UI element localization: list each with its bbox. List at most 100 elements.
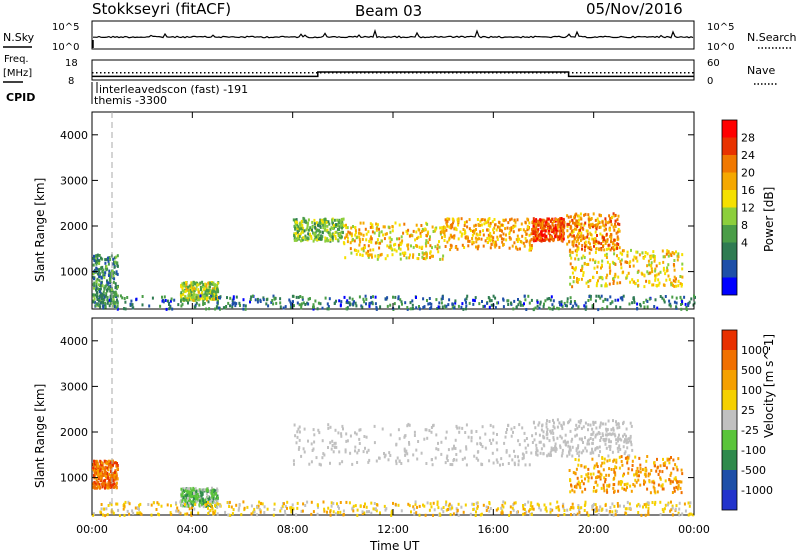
echo-cell <box>267 304 270 308</box>
echo-cell <box>591 304 594 308</box>
echo-cell <box>96 462 99 466</box>
echo-cell <box>559 232 562 236</box>
echo-cell <box>517 439 520 443</box>
echo-cell <box>100 475 103 479</box>
echo-cell <box>603 439 606 443</box>
echo-cell <box>407 459 410 463</box>
echo-cell <box>238 503 241 507</box>
echo-cell <box>534 230 537 234</box>
echo-cell <box>606 490 609 494</box>
echo-cell <box>114 300 117 304</box>
echo-cell <box>425 239 428 243</box>
echo-cell <box>595 426 598 430</box>
echo-cell <box>95 291 98 295</box>
echo-cell <box>448 502 451 506</box>
echo-cell <box>620 262 623 266</box>
echo-cell <box>476 237 479 241</box>
echo-cell <box>454 299 457 303</box>
echo-cell <box>653 502 656 506</box>
echo-cell <box>569 275 572 279</box>
echo-cell <box>211 287 214 291</box>
noise-left-tick-bottom: 10^0 <box>52 42 79 53</box>
echo-cell <box>374 507 377 511</box>
echo-cell <box>430 302 433 306</box>
echo-cell <box>502 500 505 504</box>
echo-cell <box>446 240 449 244</box>
echo-cell <box>429 302 432 306</box>
echo-cell <box>399 257 402 261</box>
echo-cell <box>95 259 98 263</box>
echo-cell <box>628 439 631 443</box>
echo-cell <box>358 228 361 232</box>
echo-cell <box>668 457 671 461</box>
echo-cell <box>624 439 627 443</box>
echo-cell <box>643 285 646 289</box>
echo-cell <box>323 509 326 513</box>
echo-cell <box>553 231 556 235</box>
echo-cell <box>654 274 657 278</box>
echo-cell <box>525 308 528 311</box>
echo-cell <box>480 463 483 467</box>
echo-cell <box>187 294 190 298</box>
echo-cell <box>575 467 578 471</box>
echo-cell <box>680 303 682 306</box>
echo-cell <box>358 437 361 441</box>
echo-cell <box>644 254 647 258</box>
echo-cell <box>601 432 604 436</box>
echo-cell <box>355 304 358 308</box>
echo-cell <box>97 268 100 272</box>
echo-cell <box>446 459 449 462</box>
echo-cell <box>202 283 205 287</box>
echo-cell <box>437 441 439 445</box>
echo-cell <box>577 506 580 509</box>
echo-cell <box>371 226 374 229</box>
echo-cell <box>615 423 618 427</box>
echo-cell <box>507 299 510 303</box>
echo-cell <box>650 254 653 258</box>
echo-cell <box>566 454 569 458</box>
echo-cell <box>108 278 111 282</box>
echo-cell <box>569 296 572 300</box>
echo-cell <box>416 505 418 509</box>
echo-cell <box>378 227 380 231</box>
echo-cell <box>613 483 616 486</box>
echo-cell <box>405 256 408 260</box>
echo-cell <box>216 499 219 503</box>
echo-cell <box>355 249 358 252</box>
echo-cell <box>510 427 513 431</box>
echo-cell <box>463 456 466 460</box>
echo-cell <box>620 480 622 483</box>
echo-cell <box>472 502 475 506</box>
echo-cell <box>486 236 489 240</box>
echo-cell <box>199 294 202 298</box>
echo-cell <box>301 223 304 227</box>
echo-cell <box>405 449 408 453</box>
echo-cell <box>540 428 543 432</box>
echo-cell <box>230 505 233 509</box>
echo-cell <box>589 242 591 246</box>
echo-cell <box>482 233 485 237</box>
echo-cell <box>418 228 421 232</box>
freq-tick-bottom: 8 <box>68 76 74 87</box>
echo-cell <box>446 454 449 458</box>
echo-cell <box>116 464 119 467</box>
echo-cell <box>587 299 590 302</box>
echo-cell <box>101 294 104 298</box>
echo-cell <box>182 292 185 296</box>
echo-cell <box>488 509 491 513</box>
echo-cell <box>579 486 582 490</box>
echo-cell <box>623 504 625 508</box>
echo-cell <box>589 226 592 230</box>
echo-cell <box>150 513 153 517</box>
echo-cell <box>476 233 479 237</box>
echo-cell <box>192 486 195 490</box>
echo-cell <box>633 300 636 304</box>
echo-cell <box>300 509 303 513</box>
echo-cell <box>542 218 545 222</box>
echo-cell <box>107 256 109 260</box>
echo-cell <box>205 307 208 311</box>
echo-cell <box>92 513 95 517</box>
echo-cell <box>607 419 610 423</box>
echo-cell <box>561 448 564 452</box>
echo-cell <box>384 257 387 261</box>
